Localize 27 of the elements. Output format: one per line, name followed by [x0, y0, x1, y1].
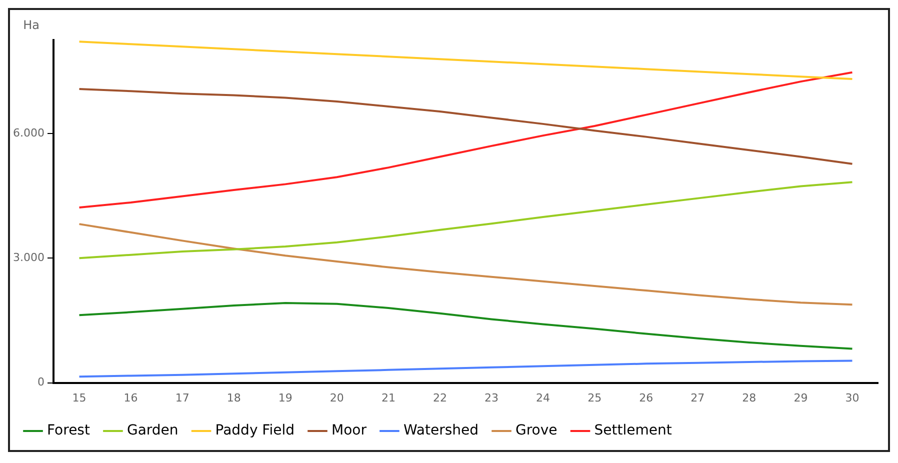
x-tick-label: 29 — [794, 391, 808, 404]
legend-label: Grove — [516, 422, 558, 439]
x-tick-label: 15 — [72, 391, 86, 404]
legend-label: Forest — [47, 422, 90, 439]
y-tick-label: 6.000 — [12, 126, 44, 140]
x-tick-label: 26 — [639, 391, 654, 404]
x-tick-label: 22 — [432, 391, 447, 404]
x-tick-label: 25 — [588, 391, 602, 404]
legend-label: Garden — [126, 422, 178, 439]
y-axis-title: Ha — [23, 18, 40, 32]
x-tick-label: 16 — [124, 391, 138, 404]
legend-label: Settlement — [594, 422, 672, 439]
y-tick-label: 0 — [37, 376, 44, 389]
x-tick-label: 24 — [536, 391, 550, 404]
x-tick-label: 28 — [742, 391, 756, 404]
x-tick-label: 21 — [381, 391, 396, 404]
legend-label: Paddy Field — [215, 422, 294, 439]
x-tick-label: 19 — [278, 391, 292, 404]
x-tick-label: 23 — [484, 391, 499, 404]
legend-label: Moor — [331, 422, 367, 439]
x-tick-label: 20 — [330, 391, 344, 404]
x-tick-label: 17 — [175, 391, 190, 404]
legend-label: Watershed — [403, 422, 479, 439]
y-tick-label: 3.000 — [12, 251, 44, 264]
x-tick-label: 27 — [690, 391, 705, 404]
x-tick-label: 30 — [845, 391, 860, 404]
x-tick-label: 18 — [226, 391, 241, 404]
